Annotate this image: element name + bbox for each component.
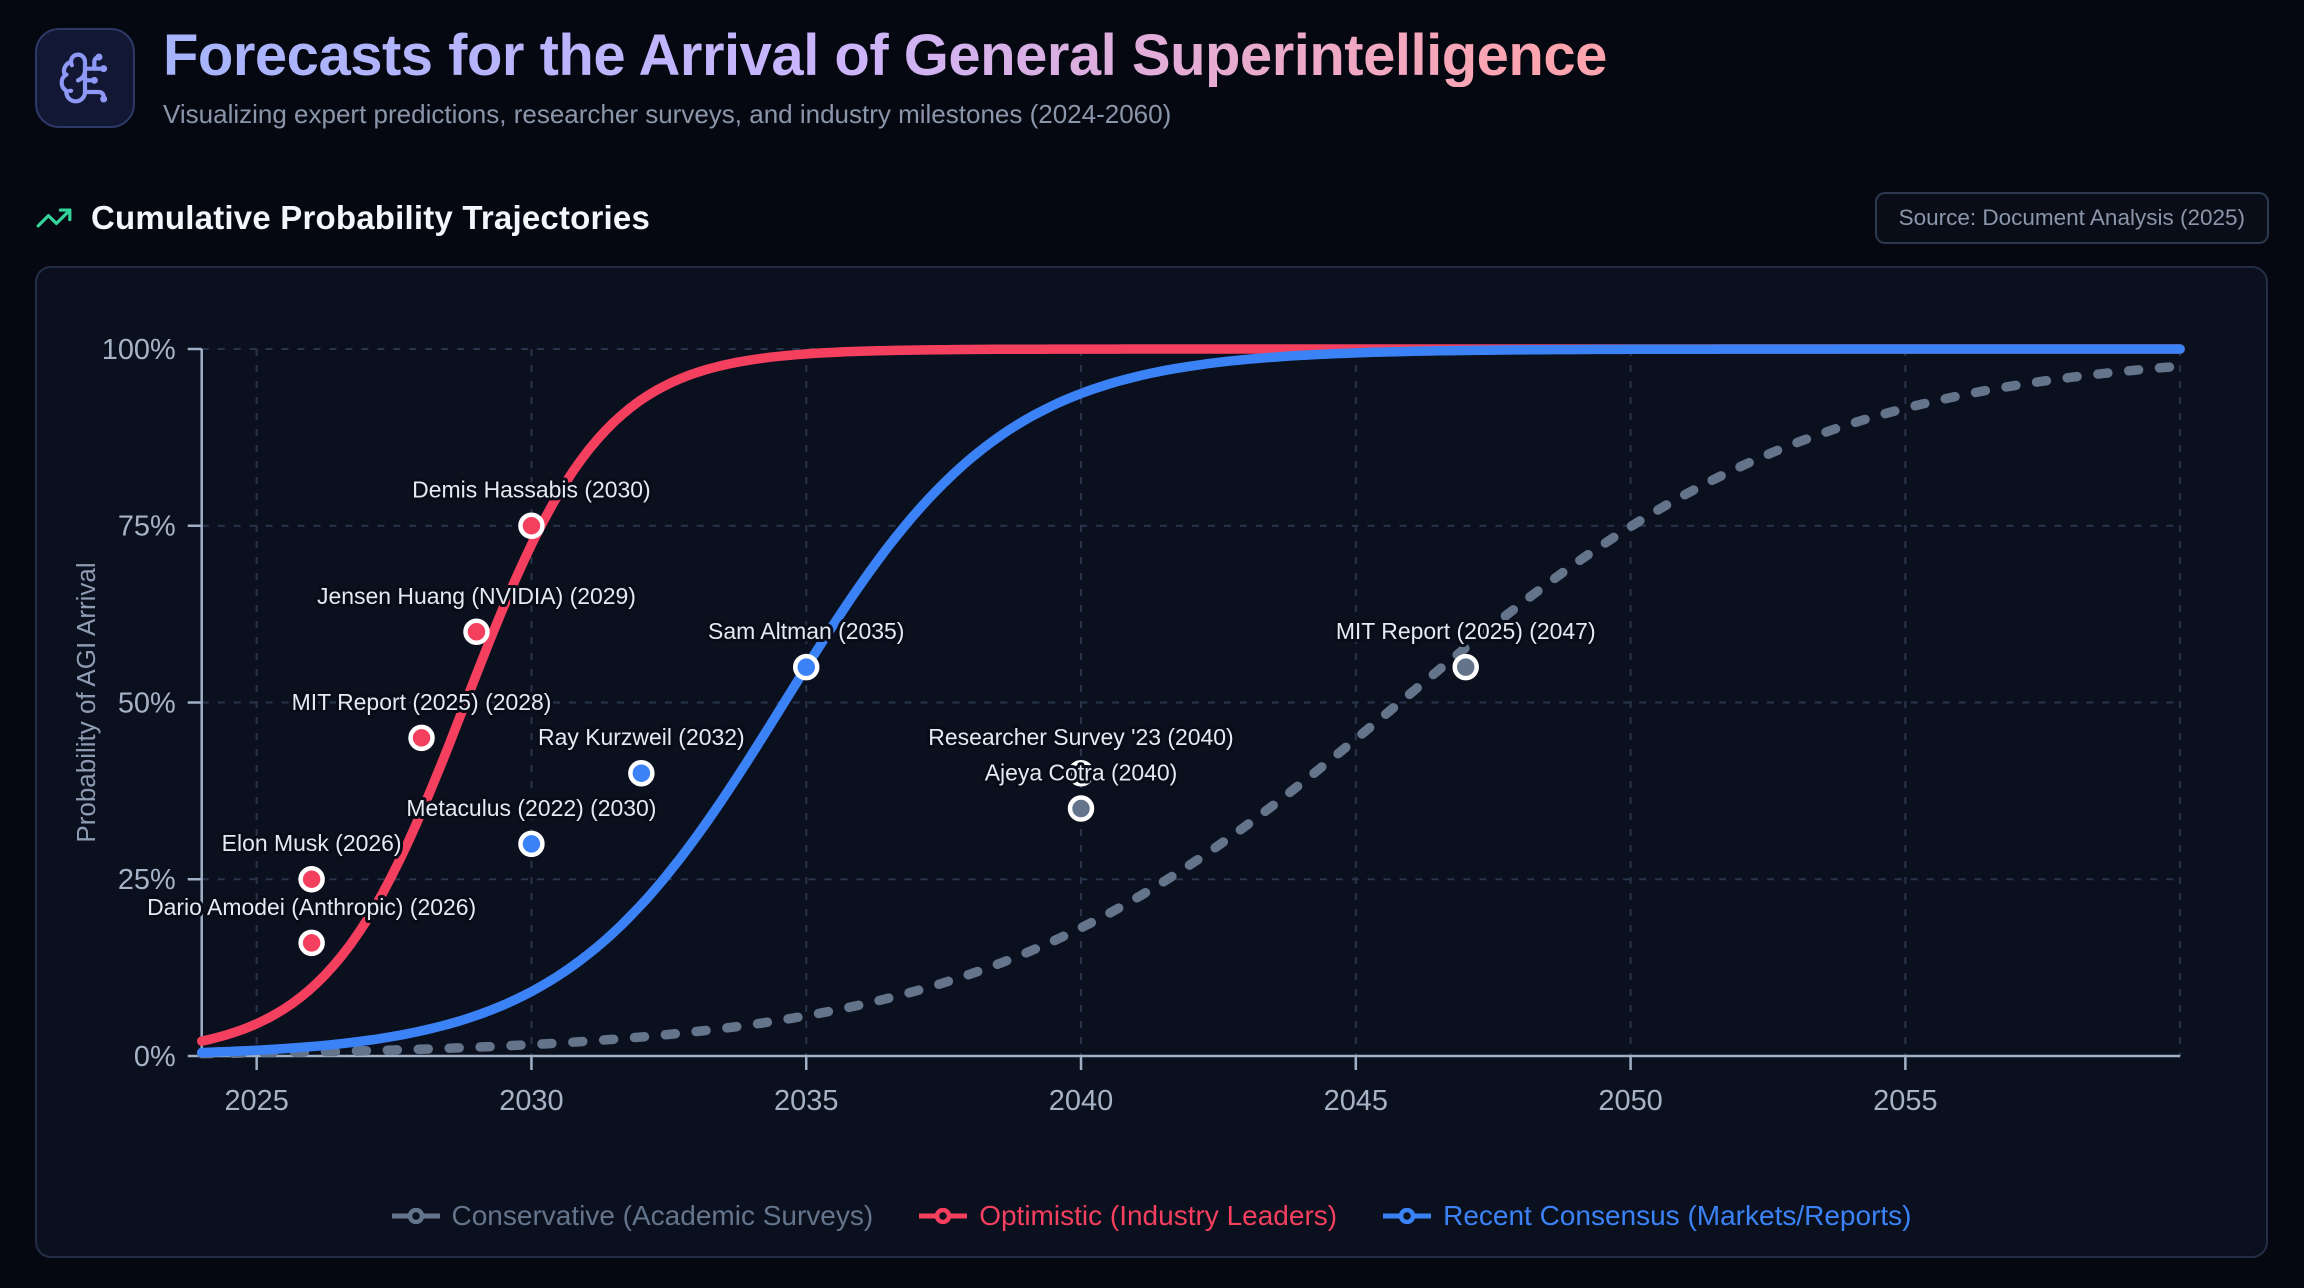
legend-marker-conservative bbox=[391, 1207, 440, 1224]
legend-label: Optimistic (Industry Leaders) bbox=[979, 1199, 1338, 1231]
point-label: Dario Amodei (Anthropic) (2026) bbox=[147, 894, 476, 920]
legend-item-conservative[interactable]: Conservative (Academic Surveys) bbox=[391, 1199, 874, 1232]
page-title: Forecasts for the Arrival of General Sup… bbox=[163, 23, 1607, 88]
x-axis-labels: 2025 2030 2035 2040 2045 2050 2055 bbox=[224, 1085, 1937, 1117]
data-point-optimistic[interactable] bbox=[408, 724, 435, 751]
x-tick-label: 2055 bbox=[1873, 1085, 1937, 1117]
y-tick-label: 100% bbox=[102, 334, 176, 366]
data-point-optimistic[interactable] bbox=[298, 865, 325, 893]
point-label: Ray Kurzweil (2032) bbox=[538, 724, 745, 750]
x-tick-label: 2050 bbox=[1598, 1085, 1662, 1117]
point-label: Researcher Survey '23 (2040) bbox=[928, 724, 1233, 750]
x-tick-label: 2035 bbox=[774, 1085, 838, 1117]
app-icon-box bbox=[35, 28, 135, 128]
point-label: Jensen Huang (NVIDIA) (2029) bbox=[317, 583, 636, 609]
x-tick-label: 2030 bbox=[499, 1085, 563, 1117]
y-tick-label: 75% bbox=[118, 511, 176, 543]
data-point-optimistic[interactable] bbox=[298, 929, 325, 957]
probability-chart: 2025 2030 2035 2040 2045 2050 2055 0% 25% 50% 75% 1… bbox=[71, 334, 2185, 1117]
data-point-labels: Dario Amodei (Anthropic) (2026) Elon Musk… bbox=[144, 474, 1599, 923]
brain-circuit-icon bbox=[59, 52, 108, 104]
trending-up-icon bbox=[36, 208, 72, 228]
point-label: Sam Altman (2035) bbox=[708, 618, 904, 644]
data-point-conservative[interactable] bbox=[1452, 653, 1479, 681]
point-label: MIT Report (2025) (2028) bbox=[292, 689, 552, 715]
data-point-conservative[interactable] bbox=[1067, 759, 1095, 787]
axes bbox=[187, 347, 2181, 1070]
data-point-recent[interactable] bbox=[793, 653, 820, 681]
legend-marker-optimistic bbox=[919, 1207, 968, 1224]
point-label: Elon Musk (2026) bbox=[222, 830, 402, 856]
series-line-recent bbox=[196, 344, 2185, 1058]
y-tick-label: 25% bbox=[118, 864, 176, 896]
point-label: Ajeya Cotra (2040) bbox=[985, 759, 1178, 785]
section-title: Cumulative Probability Trajectories bbox=[91, 198, 651, 236]
chart-legend: Conservative (Academic Surveys) Optimisti… bbox=[37, 1176, 2266, 1256]
data-point-conservative[interactable] bbox=[1067, 795, 1095, 822]
chart-card: 2025 2030 2035 2040 2045 2050 2055 0% 25% 50% 75% 1… bbox=[35, 265, 2268, 1258]
data-point-optimistic[interactable] bbox=[463, 618, 490, 645]
point-label: Demis Hassabis (2030) bbox=[412, 477, 651, 503]
x-tick-label: 2040 bbox=[1049, 1085, 1113, 1117]
page-subtitle: Visualizing expert predictions, research… bbox=[163, 98, 1172, 129]
section-header-row: Cumulative Probability Trajectories Sour… bbox=[35, 191, 2269, 244]
header: Forecasts for the Arrival of General Sup… bbox=[35, 23, 2269, 130]
legend-marker-recent bbox=[1383, 1207, 1432, 1224]
legend-label: Recent Consensus (Markets/Reports) bbox=[1443, 1199, 1912, 1231]
y-axis-labels: 0% 25% 50% 75% 100% bbox=[102, 334, 176, 1073]
y-tick-label: 0% bbox=[134, 1041, 176, 1073]
source-badge: Source: Document Analysis (2025) bbox=[1874, 191, 2269, 244]
data-point-optimistic[interactable] bbox=[518, 512, 545, 539]
y-axis-title: Probability of AGI Arrival bbox=[71, 562, 101, 842]
point-label: Metaculus (2022) (2030) bbox=[406, 795, 656, 821]
legend-label: Conservative (Academic Surveys) bbox=[451, 1199, 874, 1231]
data-points bbox=[298, 512, 1479, 957]
legend-item-recent[interactable]: Recent Consensus (Markets/Reports) bbox=[1383, 1199, 1912, 1232]
point-label: MIT Report (2025) (2047) bbox=[1336, 618, 1596, 644]
series-line-conservative bbox=[196, 361, 2185, 1059]
x-tick-label: 2025 bbox=[224, 1085, 288, 1117]
y-tick-label: 50% bbox=[118, 687, 176, 719]
data-point-recent[interactable] bbox=[518, 830, 545, 858]
x-tick-label: 2045 bbox=[1324, 1085, 1388, 1117]
data-point-recent[interactable] bbox=[628, 759, 655, 787]
legend-item-optimistic[interactable]: Optimistic (Industry Leaders) bbox=[919, 1200, 1337, 1232]
